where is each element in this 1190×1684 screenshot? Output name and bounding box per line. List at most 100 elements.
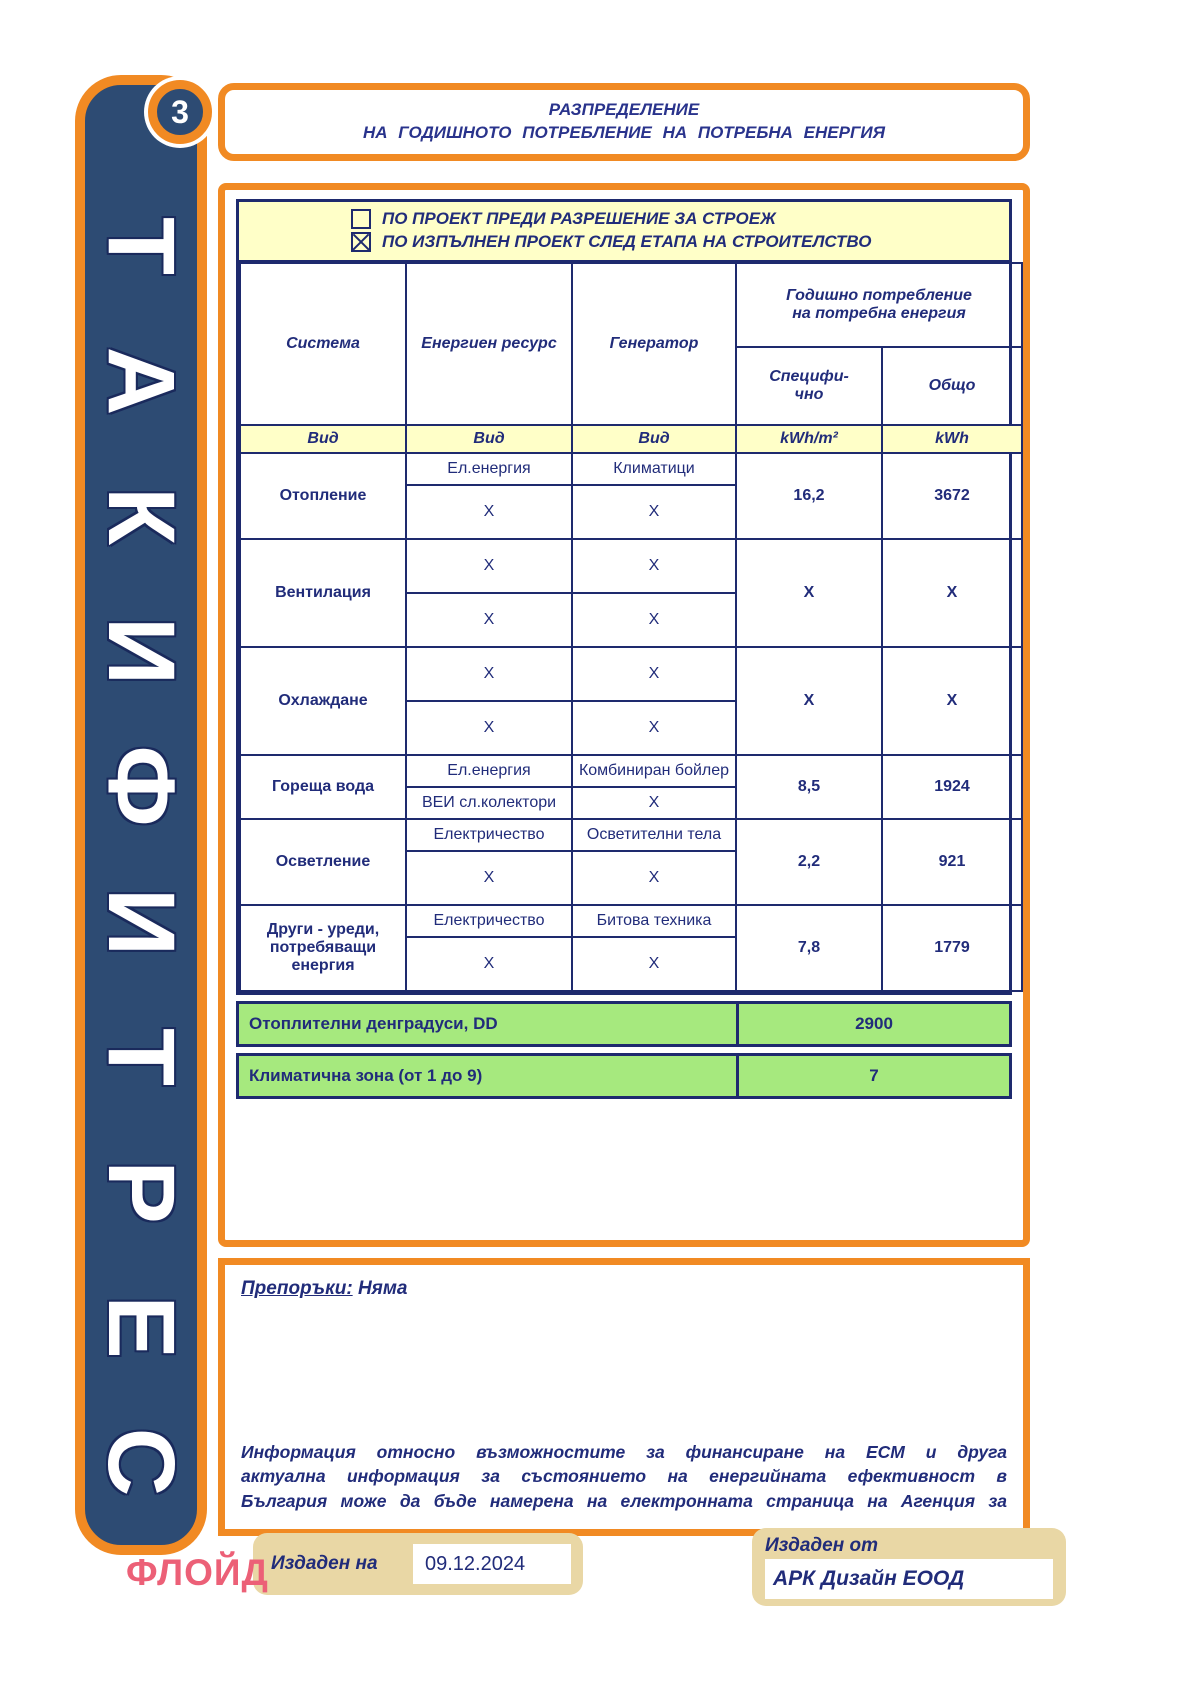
lighting-resource-2: X [405, 850, 573, 906]
heating-total: 3672 [880, 452, 1024, 540]
table-row: X X [240, 484, 1022, 540]
floyd-watermark: ФЛОЙД [126, 1552, 269, 1593]
certificate-letter: А [88, 346, 195, 416]
title-line-2: НА ГОДИШНОТО ПОТРЕБЛЕНИЕ НА ПОТРЕБНА ЕНЕ… [362, 123, 886, 142]
col-header-resource: Енергиен ресурс [405, 262, 573, 426]
page-title: РАЗПРЕДЕЛЕНИЕ НА ГОДИШНОТО ПОТРЕБЛЕНИЕ Н… [218, 83, 1030, 161]
cooling-specific: X [735, 646, 883, 756]
other-resource: Електричество [405, 904, 573, 938]
option-before-permit: ПО ПРОЕКТ ПРЕДИ РАЗРЕШЕНИЕ ЗА СТРОЕЖ [351, 209, 1009, 229]
table-row: Други - уреди, потребяващи енергия Елект… [239, 904, 1024, 992]
table-header-row: Система Енергиен ресурс Генератор Годишн… [239, 262, 1024, 426]
ventilation-total: X [880, 538, 1024, 648]
other-generator: Битова техника [571, 904, 737, 938]
checkbox-checked-icon[interactable] [351, 232, 371, 252]
annual-header-line2: на потребна енергия [792, 305, 966, 322]
certificate-letter: С [88, 1427, 195, 1497]
issued-by-company-field: АРК Дизайн ЕООД [765, 1559, 1053, 1599]
other-resource-2: X [405, 936, 573, 992]
system-other: Други - уреди, потребяващи енергия [239, 904, 407, 992]
certificate-letter: Р [88, 1160, 195, 1224]
issued-on-label: Издаден на [271, 1553, 378, 1574]
certificate-letter: Ф [88, 745, 195, 827]
ventilation-generator-2: X [571, 592, 737, 648]
certificate-letter: Е [88, 1295, 195, 1359]
lighting-resource: Електричество [405, 818, 573, 852]
energy-consumption-table: Система Енергиен ресурс Генератор Годишн… [239, 262, 1024, 992]
cooling-generator: X [571, 646, 737, 702]
project-stage-options: ПО ПРОЕКТ ПРЕДИ РАЗРЕШЕНИЕ ЗА СТРОЕЖ ПО … [239, 202, 1009, 262]
heating-resource-2: X [405, 484, 573, 540]
heating-specific: 16,2 [735, 452, 883, 540]
option-after-construction-label: ПО ИЗПЪЛНЕН ПРОЕКТ СЛЕД ЕТАПА НА СТРОИТЕ… [382, 232, 872, 251]
hot-water-resource-2: ВЕИ сл.колектори [405, 786, 573, 820]
page-number: 3 [171, 93, 189, 130]
lighting-total: 921 [880, 818, 1024, 906]
col-header-total: Общо [880, 346, 1024, 426]
certificate-letter: И [88, 887, 195, 956]
page-number-badge: 3 [148, 80, 212, 144]
financing-info-text: Информация относно възможностите за фина… [241, 1441, 1007, 1511]
col-header-generator: Генератор [571, 262, 737, 426]
kind-row: Вид Вид Вид kWh/m² kWh [239, 424, 1024, 454]
heating-resource: Ел.енергия [405, 452, 573, 486]
col-header-system: Система [239, 262, 407, 426]
cooling-resource: X [405, 646, 573, 702]
recommendations-value: Няма [357, 1278, 408, 1299]
other-specific: 7,8 [735, 904, 883, 992]
table-row: Отопление Ел.енергия Климатици 16,2 3672 [239, 452, 1024, 540]
col-header-annual: Годишно потребление на потребна енергия [734, 262, 1024, 348]
consumption-table-frame: ПО ПРОЕКТ ПРЕДИ РАЗРЕШЕНИЕ ЗА СТРОЕЖ ПО … [236, 199, 1024, 995]
degree-days-label: Отоплителни денградуси, DD [249, 1014, 498, 1033]
lighting-generator: Осветителни тела [571, 818, 737, 852]
other-total: 1779 [880, 904, 1024, 992]
table-row: ВЕИ сл.колектори X [240, 786, 1022, 820]
specific-header-line1: Специфи- [769, 368, 849, 385]
col-header-specific: Специфи- чно [735, 346, 883, 426]
hot-water-resource: Ел.енергия [405, 754, 573, 788]
table-row: X X [240, 850, 1022, 906]
issued-by-box: Издаден от АРК Дизайн ЕООД [752, 1528, 1066, 1606]
cooling-resource-2: X [405, 700, 573, 756]
table-row: X X [240, 700, 1022, 756]
other-generator-2: X [571, 936, 737, 992]
table-row: Гореща вода Ел.енергия Комбиниран бойлер… [239, 754, 1024, 820]
specific-header-line2: чно [794, 386, 824, 403]
issued-by-label: Издаден от [765, 1535, 878, 1556]
issued-on-date-field: 09.12.2024 [413, 1544, 571, 1584]
checkbox-empty-icon[interactable] [351, 209, 371, 229]
cooling-total: X [880, 646, 1024, 756]
certificate-letter: Т [88, 216, 195, 276]
table-row: Охлаждане X X X X [239, 646, 1024, 756]
degree-days-row: Отоплителни денградуси, DD 2900 [236, 1001, 1012, 1047]
recommendations-label: Препоръки: [241, 1278, 353, 1299]
table-row: Осветление Електричество Осветителни тел… [239, 818, 1024, 906]
ventilation-specific: X [735, 538, 883, 648]
lighting-specific: 2,2 [735, 818, 883, 906]
table-subheader-row: Специфи- чно Общо [240, 346, 1024, 426]
table-row: X X [240, 592, 1022, 648]
certificate-letter: И [88, 617, 195, 686]
kind-generator: Вид [571, 424, 737, 454]
hot-water-generator-2: X [571, 786, 737, 820]
climate-zone-value: 7 [736, 1056, 1009, 1096]
hot-water-specific: 8,5 [735, 754, 883, 820]
degree-days-value: 2900 [736, 1004, 1009, 1044]
hot-water-total: 1924 [880, 754, 1024, 820]
ventilation-generator: X [571, 538, 737, 594]
recommendations-line: Препоръки: Няма [241, 1278, 1007, 1300]
system-heating: Отопление [239, 452, 407, 540]
issued-on-box: Издаден на 09.12.2024 [253, 1533, 583, 1595]
consumption-section: ПО ПРОЕКТ ПРЕДИ РАЗРЕШЕНИЕ ЗА СТРОЕЖ ПО … [218, 183, 1030, 1247]
heating-generator-2: X [571, 484, 737, 540]
climate-zone-label: Климатична зона (от 1 до 9) [249, 1066, 483, 1085]
kind-system: Вид [239, 424, 407, 454]
option-after-construction: ПО ИЗПЪЛНЕН ПРОЕКТ СЛЕД ЕТАПА НА СТРОИТЕ… [351, 232, 1009, 252]
lighting-generator-2: X [571, 850, 737, 906]
ventilation-resource: X [405, 538, 573, 594]
cooling-generator-2: X [571, 700, 737, 756]
recommendations-section: Препоръки: Няма Информация относно възмо… [218, 1258, 1030, 1536]
certificate-letter: Т [88, 1027, 195, 1086]
table-row: Вентилация X X X X [239, 538, 1024, 648]
